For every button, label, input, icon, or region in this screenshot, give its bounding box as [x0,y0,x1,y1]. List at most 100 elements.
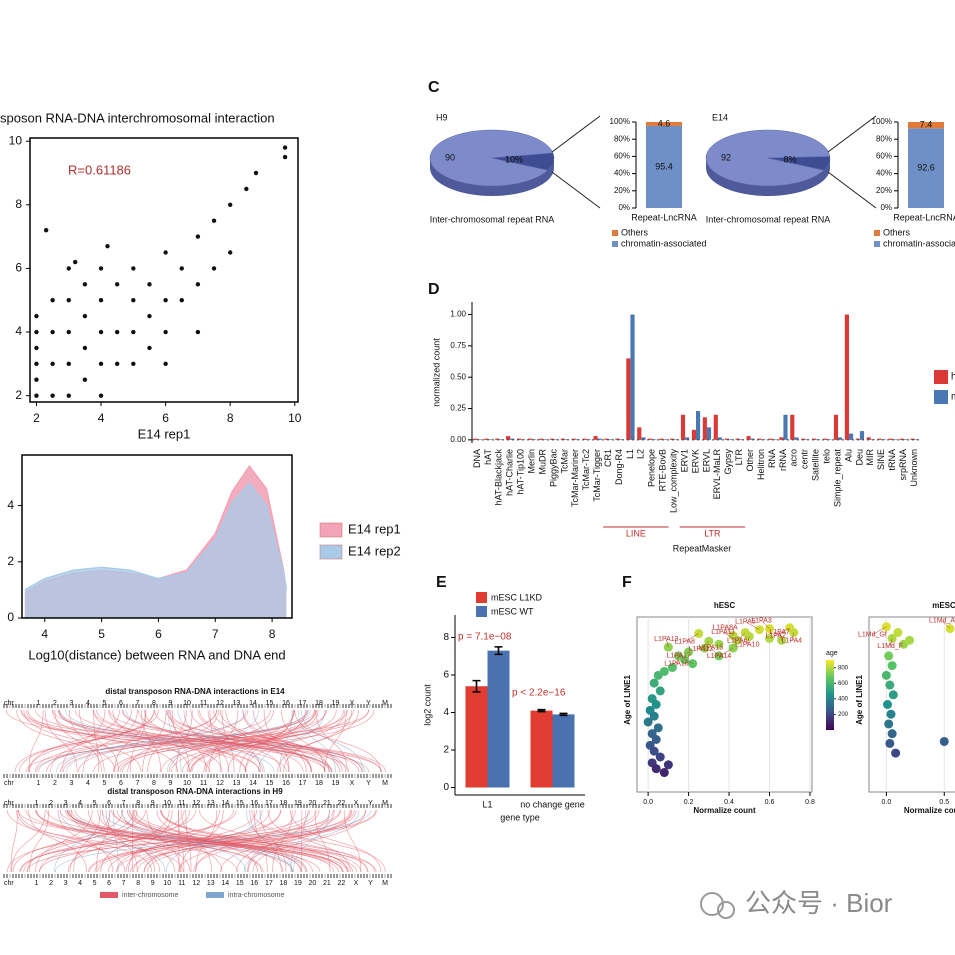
label-leader [779,632,782,641]
link [279,709,293,773]
chromosome-label: 18 [279,880,287,887]
y-tick-label: 40% [876,169,892,178]
link [20,709,261,773]
point [649,746,659,756]
link [142,709,167,773]
chromosome-label: 17 [299,700,307,707]
chromosome-label: M [382,700,388,707]
link [127,709,219,773]
plot-frame [29,137,299,403]
point [50,361,55,367]
legend-swatch [612,230,618,236]
link [181,809,213,873]
x-tick-label: CR1 [603,449,613,467]
x-tick-label: Simple_repeat [832,449,842,508]
point [881,670,891,680]
link [220,809,353,873]
link [18,809,153,873]
link [165,809,263,873]
link [190,709,315,773]
point [659,768,669,778]
chromosome-label: 4 [86,700,90,707]
x-tick-label: L1 [625,449,635,459]
x-tick-label: LTR [734,449,744,466]
link [36,809,238,873]
chromosome-label: 3 [70,780,74,787]
bar [510,438,515,440]
y-axis-label: Age of LINE1 [855,675,864,725]
link [195,809,296,873]
label-leader [747,636,750,645]
link [293,809,330,873]
x-tick-label: 0.5 [939,799,949,806]
point [114,361,120,367]
point [211,266,217,271]
chromosome-label: 3 [64,880,68,887]
link [126,809,308,873]
point [714,639,724,649]
chromosome-label: 11 [200,780,207,787]
x-tick-label: 6 [155,627,162,641]
label-leader [700,641,709,650]
bar [477,439,482,440]
point [884,719,894,729]
label-leader [941,620,951,629]
chromosome-label: 17 [265,800,273,807]
chromosome-label: 10 [183,700,191,707]
point [82,345,88,351]
x-tick-label: centr [800,449,810,469]
bar [794,437,799,440]
point [34,345,39,351]
link [343,809,362,873]
annotation: R=0.61186 [68,162,131,177]
y-tick-label: 80% [614,134,630,143]
chromosome-label: 9 [169,780,173,787]
point [82,313,88,319]
x-tick-label: TcMar-Mariner [570,449,580,507]
point [34,377,39,382]
chromosome-label: 6 [119,700,123,707]
point [163,298,168,303]
chromosome-label: 18 [315,780,323,787]
link [144,709,264,773]
point [66,393,71,398]
link [19,709,155,773]
legend-swatch [206,892,224,898]
area-line [24,481,288,591]
label-leader [761,620,770,629]
x-axis-label: Normalize count [904,806,955,815]
chromosome-label: 9 [151,800,155,807]
point [893,628,903,638]
point-label: L1PA7 [769,629,790,636]
link [6,809,184,873]
point [50,298,55,303]
x-tick-label: L2 [636,449,646,459]
chromosome-label: 6 [119,780,123,787]
link [58,709,275,773]
x-tick-label: 4 [41,627,48,641]
x-tick-label: 0.0 [881,799,891,806]
y-tick-label: 0% [618,203,630,212]
x-tick-label: Repeat-LncRNA [893,212,955,222]
link [89,809,377,873]
legend-swatch [100,892,118,898]
link [121,809,247,873]
x-tick-label: 0.2 [684,799,694,806]
colorbar-tick-label: 200 [838,712,849,718]
link [28,809,88,873]
group-label: LTR [704,528,721,538]
bar [713,414,718,440]
chromosome-label: 14 [221,800,229,807]
link [114,709,146,773]
point [887,661,897,671]
chromosome-label: 11 [178,880,185,887]
chromosome-label: 22 [338,880,346,887]
y-tick-label: 4 [7,498,14,512]
legend-swatch [874,241,880,247]
link [193,809,352,873]
value-label: 8% [783,154,796,164]
point [98,329,104,335]
link [178,809,357,873]
chromosome-label: 7 [122,800,126,807]
